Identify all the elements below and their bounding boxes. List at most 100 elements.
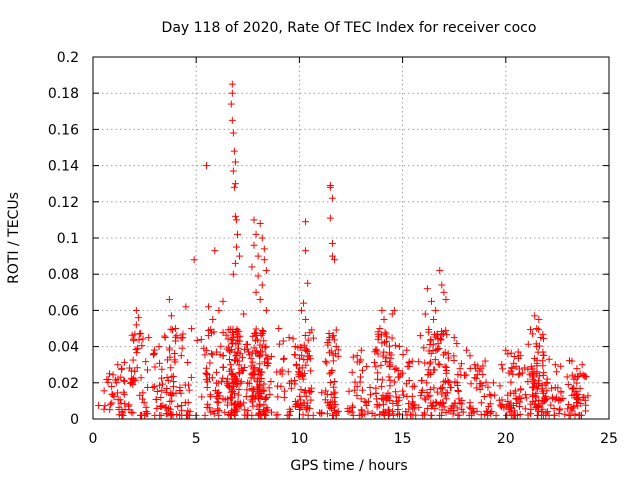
- data-point: [231, 377, 239, 385]
- data-point: [250, 344, 258, 352]
- data-point: [258, 281, 266, 289]
- data-point: [415, 358, 423, 366]
- data-point: [357, 346, 365, 354]
- data-point: [502, 346, 510, 354]
- data-point: [305, 387, 313, 395]
- data-point: [198, 393, 206, 401]
- data-point: [421, 359, 429, 367]
- data-point: [529, 392, 537, 400]
- data-point: [441, 363, 449, 371]
- data-point: [327, 378, 335, 386]
- data-point: [306, 329, 314, 337]
- data-point: [402, 380, 410, 388]
- data-point: [236, 332, 244, 340]
- data-point: [478, 382, 486, 390]
- data-point: [420, 344, 428, 352]
- data-point: [253, 388, 261, 396]
- data-point: [535, 326, 543, 334]
- data-point: [153, 404, 161, 412]
- data-point: [172, 325, 180, 332]
- data-point: [212, 368, 220, 376]
- data-point: [279, 337, 287, 345]
- data-point: [223, 401, 231, 409]
- data-point: [108, 382, 116, 390]
- data-point: [330, 383, 338, 391]
- data-point: [529, 371, 537, 379]
- data-point: [228, 370, 236, 378]
- data-point: [284, 368, 292, 376]
- data-point: [227, 399, 235, 407]
- data-point: [363, 363, 371, 371]
- data-point: [496, 401, 504, 409]
- data-point: [539, 389, 547, 397]
- data-point: [128, 376, 136, 384]
- data-point: [120, 358, 128, 366]
- data-point: [210, 328, 218, 336]
- data-point: [545, 355, 553, 363]
- data-point: [213, 398, 221, 406]
- data-point: [301, 332, 309, 340]
- data-point: [139, 395, 147, 403]
- data-point: [127, 374, 135, 382]
- data-point: [166, 398, 174, 406]
- data-point: [248, 349, 256, 357]
- data-point: [420, 409, 428, 417]
- data-point: [304, 347, 312, 355]
- data-point: [418, 388, 426, 396]
- data-point: [150, 383, 158, 391]
- data-point: [351, 378, 359, 386]
- data-point: [131, 330, 139, 338]
- data-point: [504, 350, 512, 358]
- data-point: [260, 401, 268, 409]
- data-point: [508, 364, 516, 372]
- data-point: [227, 335, 235, 343]
- data-point: [258, 411, 266, 419]
- data-point: [209, 407, 217, 415]
- data-point: [297, 306, 305, 314]
- data-point: [243, 386, 251, 394]
- data-point: [479, 371, 487, 379]
- data-point: [488, 407, 496, 415]
- data-point: [430, 315, 438, 323]
- data-point: [425, 326, 433, 334]
- data-point: [364, 397, 372, 405]
- data-point: [509, 370, 517, 378]
- data-point: [378, 376, 386, 384]
- data-point: [346, 407, 354, 415]
- data-point: [235, 386, 243, 394]
- data-point: [228, 116, 236, 124]
- data-point: [263, 362, 271, 370]
- data-point: [117, 373, 125, 381]
- data-point: [426, 360, 434, 368]
- data-point: [125, 401, 133, 409]
- data-point: [257, 331, 265, 339]
- data-point: [216, 351, 224, 359]
- data-point: [469, 405, 477, 413]
- data-point: [557, 396, 565, 404]
- data-point: [555, 409, 563, 417]
- data-point: [328, 239, 336, 247]
- data-point: [111, 376, 119, 384]
- data-point: [244, 407, 252, 415]
- data-point: [326, 349, 334, 357]
- data-point: [441, 348, 449, 356]
- data-point: [544, 408, 552, 416]
- data-point: [120, 388, 128, 396]
- data-point: [101, 402, 109, 410]
- data-point: [486, 409, 494, 417]
- data-point: [380, 400, 388, 408]
- data-point: [539, 362, 547, 370]
- data-point: [484, 383, 492, 391]
- data-point: [534, 348, 542, 356]
- data-point: [373, 347, 381, 355]
- data-point: [385, 409, 393, 417]
- data-point: [421, 310, 429, 318]
- data-point: [405, 359, 413, 367]
- data-point: [253, 376, 261, 384]
- data-point: [394, 367, 402, 375]
- data-point: [334, 346, 342, 354]
- data-points: [95, 80, 592, 419]
- data-point: [528, 383, 536, 391]
- data-point: [302, 218, 310, 226]
- data-point: [190, 256, 198, 264]
